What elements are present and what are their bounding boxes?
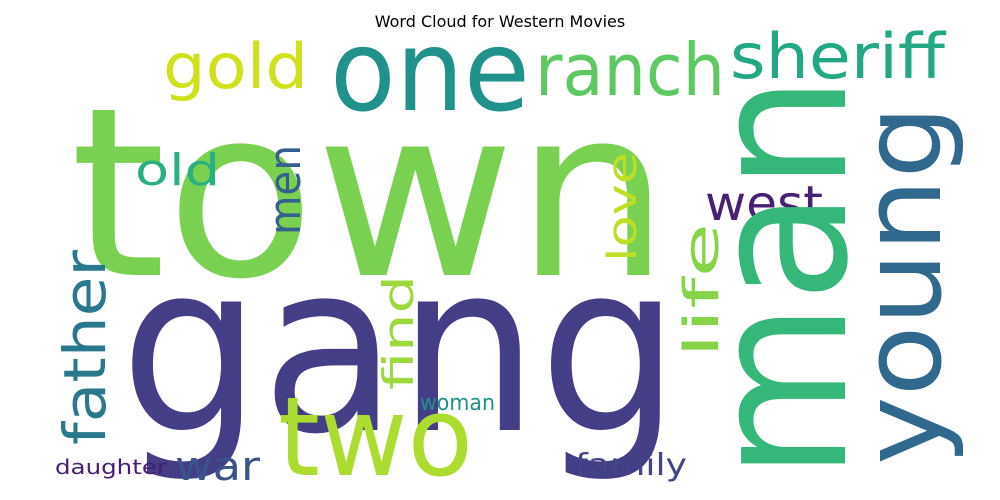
word-sheriff: sheriff (730, 20, 946, 93)
word-one: one (330, 7, 530, 137)
word-young: young (838, 105, 966, 465)
word-west: west (705, 176, 823, 232)
word-gang: gang (120, 213, 680, 486)
word-father: father (51, 250, 119, 445)
word-war: war (175, 444, 261, 490)
word-man: man (669, 75, 890, 480)
word-find: find (374, 275, 423, 390)
word-family: family (575, 448, 687, 483)
word-woman: woman (420, 391, 495, 416)
word-love: love (600, 152, 646, 262)
word-ranch: ranch (535, 28, 725, 112)
word-town: town (70, 58, 670, 331)
word-gold: gold (163, 30, 308, 103)
word-daughter: daughter (55, 455, 168, 479)
word-two: two (278, 373, 473, 500)
word-life: life (674, 223, 730, 358)
chart-title: Word Cloud for Western Movies (374, 12, 626, 31)
word-old: old (135, 145, 220, 196)
word-men: men (260, 145, 311, 235)
